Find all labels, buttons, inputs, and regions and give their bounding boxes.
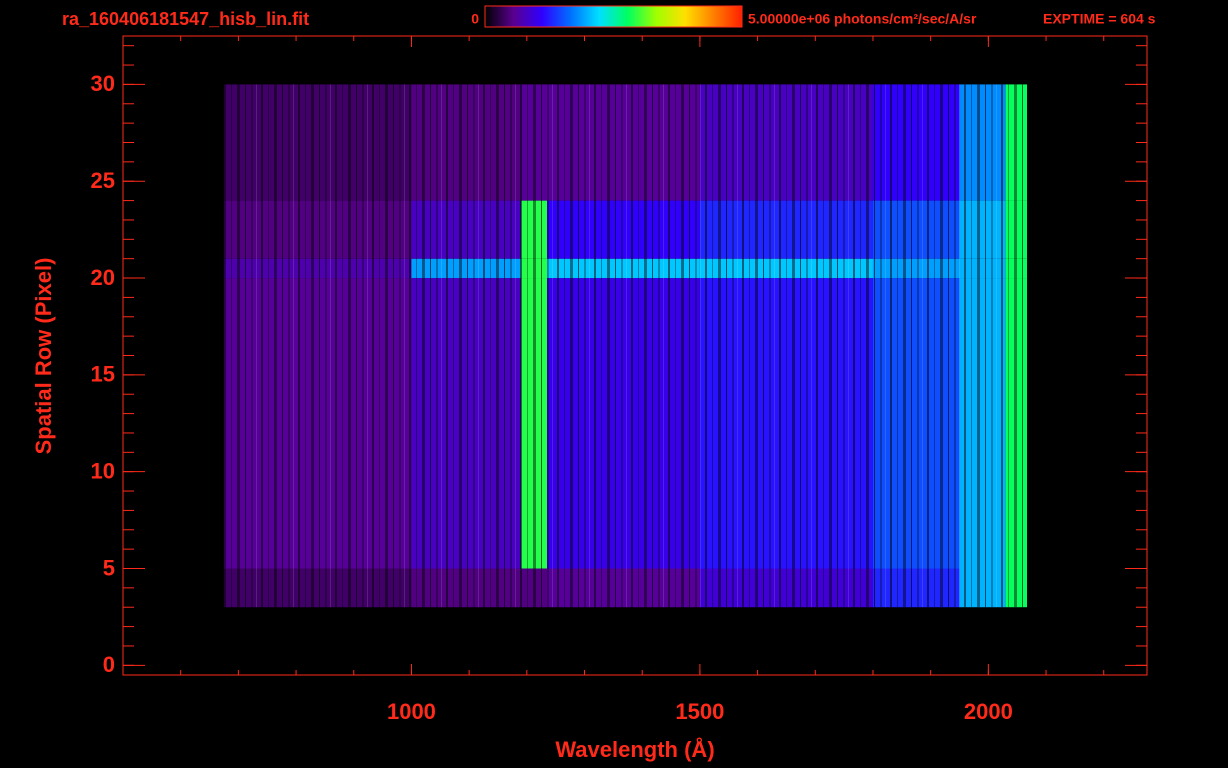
annotation: EXPTIME = 604 s — [1043, 11, 1156, 27]
y-tick-label: 20 — [91, 265, 115, 290]
y-tick-label: 30 — [91, 71, 115, 96]
y-tick-label: 0 — [103, 652, 115, 677]
colorbar-label: 5.00000e+06 photons/cm²/sec/A/sr — [748, 11, 977, 27]
y-tick-label: 25 — [91, 168, 115, 193]
x-axis-label: Wavelength (Å) — [555, 736, 714, 762]
x-tick-label: 2000 — [964, 699, 1013, 724]
y-tick-label: 5 — [103, 555, 115, 580]
x-tick-label: 1000 — [387, 699, 436, 724]
x-tick-label: 1500 — [675, 699, 724, 724]
chart-title: ra_160406181547_hisb_lin.fit — [62, 9, 309, 29]
y-axis-label: Spatial Row (Pixel) — [31, 258, 56, 455]
y-tick-label: 15 — [91, 362, 115, 387]
heatmap — [223, 84, 1028, 608]
colorbar — [484, 5, 743, 28]
y-tick-label: 10 — [91, 458, 115, 483]
colorbar-label: 0 — [471, 11, 479, 27]
texture — [223, 84, 1028, 608]
